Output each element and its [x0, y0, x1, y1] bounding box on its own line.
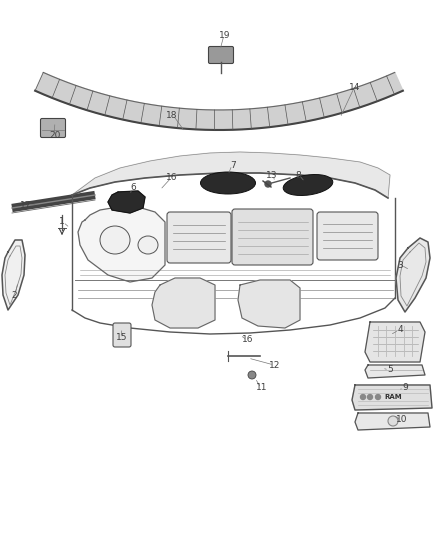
Text: 16: 16 [242, 335, 254, 344]
Text: 14: 14 [350, 84, 360, 93]
Polygon shape [2, 240, 25, 310]
Text: 12: 12 [269, 360, 281, 369]
Polygon shape [108, 191, 145, 213]
Text: 4: 4 [397, 326, 403, 335]
Text: 17: 17 [20, 200, 32, 209]
Ellipse shape [201, 172, 255, 194]
Text: 20: 20 [49, 131, 61, 140]
Text: 15: 15 [116, 334, 128, 343]
Polygon shape [355, 413, 430, 430]
Text: 7: 7 [230, 160, 236, 169]
Polygon shape [365, 365, 425, 378]
Polygon shape [396, 238, 430, 312]
Polygon shape [365, 322, 425, 362]
Polygon shape [78, 207, 165, 282]
Circle shape [367, 394, 372, 400]
Text: 13: 13 [266, 171, 278, 180]
Polygon shape [35, 72, 403, 130]
Polygon shape [238, 280, 300, 328]
Circle shape [360, 394, 365, 400]
Circle shape [265, 181, 271, 187]
Circle shape [388, 416, 398, 426]
Text: RAM: RAM [384, 394, 402, 400]
Text: 6: 6 [130, 183, 136, 192]
Text: 16: 16 [166, 174, 178, 182]
Text: 18: 18 [166, 110, 178, 119]
Text: 11: 11 [256, 384, 268, 392]
Ellipse shape [283, 174, 333, 196]
Polygon shape [72, 152, 390, 198]
Ellipse shape [100, 226, 130, 254]
Circle shape [248, 371, 256, 379]
Text: 2: 2 [11, 290, 17, 300]
FancyBboxPatch shape [317, 212, 378, 260]
FancyBboxPatch shape [208, 46, 233, 63]
FancyBboxPatch shape [113, 323, 131, 347]
Text: 3: 3 [397, 261, 403, 270]
FancyBboxPatch shape [40, 118, 66, 138]
Text: 9: 9 [402, 384, 408, 392]
Text: 19: 19 [219, 30, 231, 39]
Polygon shape [152, 278, 215, 328]
Text: 10: 10 [396, 416, 408, 424]
Circle shape [375, 394, 381, 400]
Polygon shape [352, 385, 432, 410]
FancyBboxPatch shape [232, 209, 313, 265]
Text: 8: 8 [295, 171, 301, 180]
FancyBboxPatch shape [167, 212, 231, 263]
Text: 1: 1 [59, 217, 65, 227]
Text: 5: 5 [387, 366, 393, 375]
Ellipse shape [138, 236, 158, 254]
